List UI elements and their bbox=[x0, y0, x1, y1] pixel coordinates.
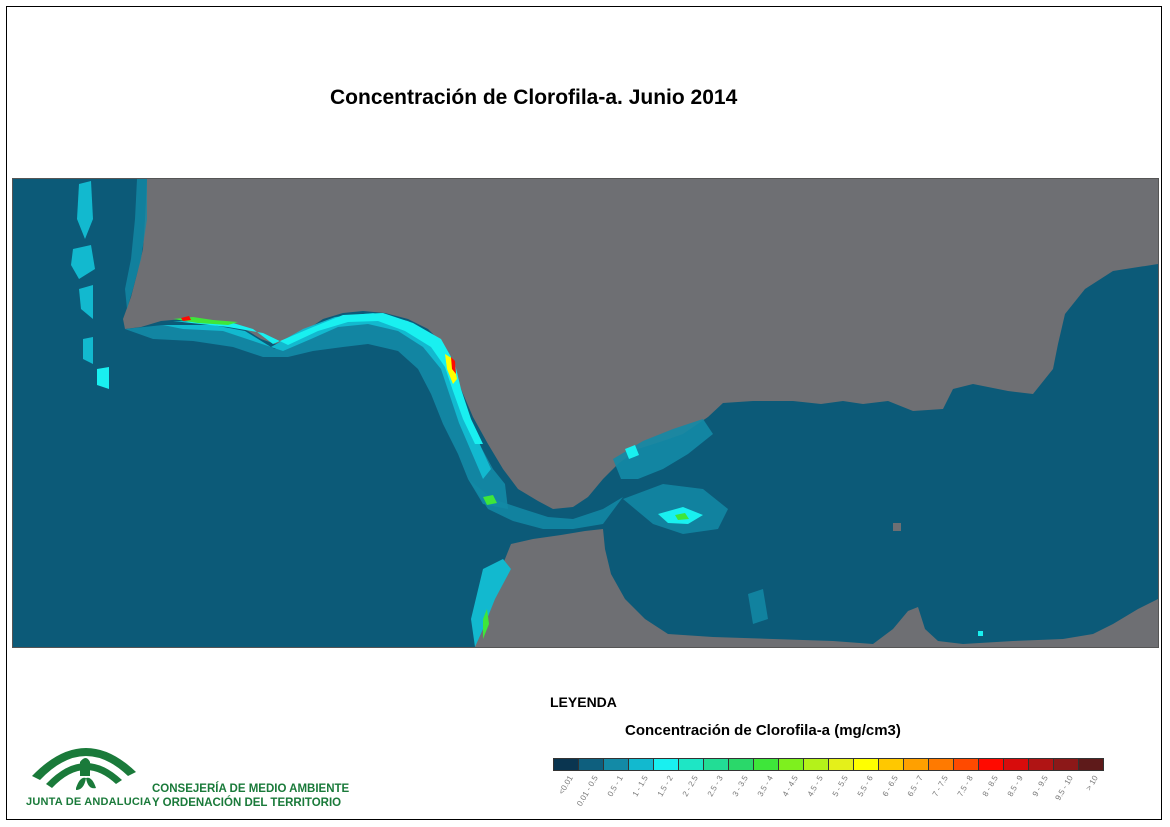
portugal-patch-2 bbox=[71, 245, 95, 279]
iberia-land bbox=[123, 179, 1158, 509]
legend-class-label: 0.5 - 1 bbox=[605, 774, 625, 799]
map-canvas bbox=[13, 179, 1158, 647]
legend-swatch bbox=[879, 759, 904, 770]
coastal-band-huelva-red bbox=[451, 357, 456, 374]
legend-class-label: 8 - 8.5 bbox=[980, 774, 1000, 799]
chlorophyll-map[interactable] bbox=[12, 178, 1159, 648]
legend-class-label: 5.5 - 6 bbox=[855, 774, 875, 799]
legend-swatch bbox=[579, 759, 604, 770]
legend-class-label: 0.01 - 0.5 bbox=[575, 774, 600, 808]
strait-spot bbox=[483, 495, 497, 505]
junta-andalucia-logo-icon bbox=[32, 747, 136, 790]
legend-class-label: 7 - 7.5 bbox=[930, 774, 950, 799]
legend-swatch bbox=[904, 759, 929, 770]
map-title: Concentración de Clorofila-a. Junio 2014 bbox=[330, 86, 738, 109]
legend-heading: LEYENDA bbox=[550, 694, 617, 710]
legend-swatch bbox=[704, 759, 729, 770]
legend-swatch bbox=[979, 759, 1004, 770]
morocco-coast-band bbox=[471, 559, 511, 647]
portugal-patch-3 bbox=[79, 285, 93, 319]
legend-swatch bbox=[629, 759, 654, 770]
legend-class-label: 4.5 - 5 bbox=[805, 774, 825, 799]
legend-subtitle: Concentración de Clorofila-a (mg/cm3) bbox=[625, 722, 901, 739]
legend-class-label: 9 - 9.5 bbox=[1030, 774, 1050, 799]
legend-class-label: 2 - 2.5 bbox=[680, 774, 700, 799]
portugal-patch-1 bbox=[77, 181, 93, 239]
malaga-spot bbox=[625, 445, 639, 459]
legend-class-label: 7.5 - 8 bbox=[955, 774, 975, 799]
legend-swatch bbox=[1004, 759, 1029, 770]
legend-class-label: 2.5 - 3 bbox=[705, 774, 725, 799]
legend-class-label: 8.5 - 9 bbox=[1005, 774, 1025, 799]
portugal-patch-5 bbox=[97, 367, 109, 389]
coastal-band-red bbox=[181, 316, 191, 321]
legend-class-label: <0.01 bbox=[556, 774, 575, 797]
legend-class-label: 4 - 4.5 bbox=[780, 774, 800, 799]
legend-swatch bbox=[779, 759, 804, 770]
legend-class-label: 6.5 - 7 bbox=[905, 774, 925, 799]
legend-swatch bbox=[954, 759, 979, 770]
coastal-band-outer bbox=[125, 315, 508, 509]
legend-class-label: 3 - 3.5 bbox=[730, 774, 750, 799]
legend-swatch bbox=[804, 759, 829, 770]
legend-swatch bbox=[854, 759, 879, 770]
legend-swatch bbox=[679, 759, 704, 770]
legend-class-label: 5 - 5.5 bbox=[830, 774, 850, 799]
alboran-gyre-peak bbox=[675, 513, 689, 520]
legend-swatch bbox=[1054, 759, 1079, 770]
alboran-island bbox=[893, 523, 901, 531]
legend-class-label: 3.5 - 4 bbox=[755, 774, 775, 799]
legend-swatch bbox=[554, 759, 579, 770]
legend-swatch bbox=[729, 759, 754, 770]
legend-swatch bbox=[604, 759, 629, 770]
mediterranean-spot bbox=[748, 589, 768, 624]
legend-class-label: 6 - 6.5 bbox=[880, 774, 900, 799]
alboran-band-outer bbox=[613, 419, 713, 479]
organization-name: CONSEJERÍA DE MEDIO AMBIENTE Y ORDENACIÓ… bbox=[152, 782, 349, 810]
legend-swatch bbox=[929, 759, 954, 770]
alboran-gyre bbox=[623, 484, 728, 534]
morocco-coast-peak bbox=[483, 609, 489, 639]
strait-band bbox=[468, 479, 623, 529]
legend-swatch bbox=[829, 759, 854, 770]
portugal-patch-4 bbox=[83, 337, 93, 364]
legend-color-bar bbox=[553, 758, 1104, 771]
brand-name: JUNTA DE ANDALUCIA bbox=[26, 796, 152, 808]
legend-class-label: 9.5 - 10 bbox=[1053, 774, 1075, 803]
coastal-band-huelva bbox=[445, 354, 457, 384]
legend-class-label: 1.5 - 2 bbox=[655, 774, 675, 799]
legend-class-label: 1 - 1.5 bbox=[630, 774, 650, 799]
legend-swatch bbox=[654, 759, 679, 770]
legend-swatch bbox=[1079, 759, 1103, 770]
organization-line-2: Y ORDENACIÓN DEL TERRITORIO bbox=[152, 797, 342, 809]
organization-line-1: CONSEJERÍA DE MEDIO AMBIENTE bbox=[152, 783, 350, 795]
legend-swatch bbox=[754, 759, 779, 770]
portugal-coast bbox=[125, 179, 147, 309]
africa-land bbox=[475, 529, 1158, 647]
legend-swatch bbox=[1029, 759, 1054, 770]
coastal-band-mid bbox=[163, 313, 491, 479]
algeria-spot bbox=[978, 631, 983, 636]
